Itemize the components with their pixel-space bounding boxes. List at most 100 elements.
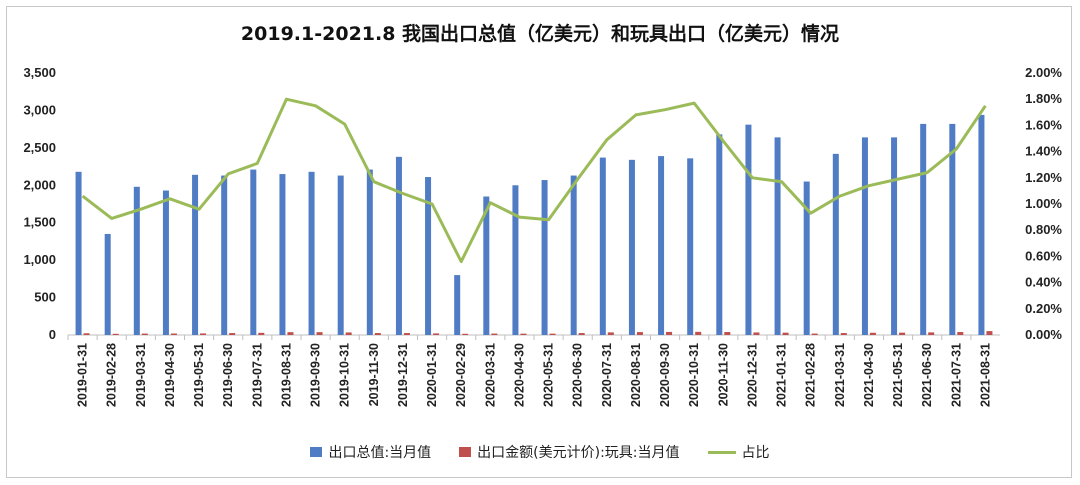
bar-total-exports <box>832 153 839 335</box>
legend-label-share: 占比 <box>741 445 770 461</box>
bar-toy-exports <box>287 332 294 335</box>
x-tick-label: 2020-04-30 <box>512 343 526 407</box>
y-right-tick-label: 0.00% <box>1025 327 1062 342</box>
bar-toy-exports <box>607 332 614 335</box>
line-share <box>81 97 987 264</box>
bar-toy-exports <box>112 333 119 335</box>
bar-total-exports <box>133 186 140 335</box>
legend-swatch-share <box>707 450 736 454</box>
y-left-tick-label: 2,000 <box>23 177 56 192</box>
bar-total-exports <box>716 134 723 335</box>
x-tick-label: 2021-01-31 <box>775 343 789 407</box>
bar-total-exports <box>395 156 402 335</box>
bar-total-exports <box>279 174 286 335</box>
bar-total-exports <box>425 177 432 335</box>
x-tick-label: 2019-10-31 <box>338 343 352 407</box>
x-tick-label: 2020-11-30 <box>716 343 730 406</box>
bar-total-exports <box>454 275 461 335</box>
bar-toy-exports <box>811 333 818 335</box>
y-left-tick-label: 500 <box>34 290 56 305</box>
x-tick-label: 2020-03-31 <box>483 343 497 407</box>
bar-toy-exports <box>462 333 469 335</box>
bar-total-exports <box>949 123 956 335</box>
x-tick-label: 2020-06-30 <box>571 343 585 407</box>
chart-title: 2019.1-2021.8 我国出口总值（亿美元）和玩具出口（亿美元）情况 <box>240 23 840 45</box>
y-right-tick-label: 2.00% <box>1025 65 1062 80</box>
bar-toy-exports <box>666 331 673 335</box>
x-tick-label: 2021-03-31 <box>833 343 847 407</box>
bar-total-exports <box>570 175 577 335</box>
bar-toy-exports <box>957 332 964 335</box>
bar-toy-exports <box>549 333 556 335</box>
bar-total-exports <box>512 185 519 335</box>
y-left-tick-label: 2,500 <box>23 140 56 155</box>
y-right-tick-label: 1.60% <box>1025 117 1062 132</box>
bar-toy-exports <box>695 331 702 335</box>
bar-total-exports <box>628 159 635 335</box>
x-tick-label: 2021-08-31 <box>978 343 992 407</box>
y-right-tick-label: 1.40% <box>1025 144 1062 159</box>
bar-toy-exports <box>840 333 847 335</box>
y-right-tick-label: 1.20% <box>1025 170 1062 185</box>
bar-total-exports <box>920 123 927 335</box>
legend-item-share: 占比 <box>707 442 770 462</box>
bar-toy-exports <box>753 332 760 335</box>
x-tick-label: 2019-03-31 <box>134 343 148 407</box>
x-tick-label: 2021-05-31 <box>891 343 905 407</box>
y-right-tick-label: 1.80% <box>1025 91 1062 106</box>
bar-toy-exports <box>433 333 440 335</box>
x-tick-label: 2021-04-30 <box>862 343 876 407</box>
y-left-tick-label: 1,000 <box>23 252 56 267</box>
bar-toy-exports <box>345 332 352 335</box>
bar-toy-exports <box>899 332 906 335</box>
bar-total-exports <box>192 174 199 335</box>
bar-total-exports <box>483 196 490 335</box>
bar-total-exports <box>337 175 344 335</box>
x-tick-label: 2019-04-30 <box>163 343 177 407</box>
y-left-tick-label: 0 <box>49 327 56 342</box>
x-tick-label: 2020-12-31 <box>745 343 759 407</box>
y-left-tick-label: 3,500 <box>23 65 56 80</box>
bar-toy-exports <box>170 333 177 335</box>
legend-label-toy-exports: 出口金额(美元计价):玩具:当月值 <box>477 445 680 461</box>
x-tick-label: 2021-07-31 <box>949 343 963 407</box>
x-tick-label: 2019-01-31 <box>76 343 90 407</box>
bar-toy-exports <box>928 332 935 335</box>
bar-total-exports <box>308 171 315 335</box>
bar-toy-exports <box>141 333 148 335</box>
x-tick-label: 2020-08-31 <box>629 343 643 407</box>
bar-toy-exports <box>986 331 993 335</box>
bar-toy-exports <box>869 332 876 335</box>
bar-toy-exports <box>200 333 207 335</box>
y-right-tick-label: 1.00% <box>1025 196 1062 211</box>
x-tick-label: 2020-10-31 <box>687 343 701 407</box>
x-tick-label: 2019-07-31 <box>250 343 264 407</box>
legend-item-toy-exports: 出口金额(美元计价):玩具:当月值 <box>459 442 680 462</box>
bar-total-exports <box>745 124 752 335</box>
bar-toy-exports <box>520 333 527 335</box>
x-tick-label: 2019-09-30 <box>309 343 323 407</box>
x-tick-label: 2021-06-30 <box>920 343 934 407</box>
x-tick-label: 2020-01-31 <box>425 343 439 407</box>
bar-total-exports <box>687 158 694 335</box>
y-right-tick-label: 0.20% <box>1025 301 1062 316</box>
bar-toy-exports <box>782 332 789 335</box>
x-tick-label: 2019-12-31 <box>396 343 410 407</box>
legend-swatch-toy-exports <box>459 447 472 457</box>
bar-total-exports <box>803 181 810 335</box>
y-right-tick-label: 0.80% <box>1025 222 1062 237</box>
x-tick-label: 2020-05-31 <box>542 343 556 407</box>
x-tick-label: 2019-02-28 <box>105 343 119 407</box>
bar-total-exports <box>366 169 373 335</box>
x-tick-label: 2020-07-31 <box>600 343 614 407</box>
y-right-tick-label: 0.40% <box>1025 275 1062 290</box>
chart-legend: 出口总值:当月值 出口金额(美元计价):玩具:当月值 占比 <box>0 442 1080 462</box>
x-tick-label: 2020-02-29 <box>454 343 468 407</box>
bar-total-exports <box>891 137 898 335</box>
y-left-tick-label: 1,500 <box>23 215 56 230</box>
bar-toy-exports <box>578 333 585 335</box>
x-tick-label: 2020-09-30 <box>658 343 672 407</box>
x-tick-label: 2019-11-30 <box>367 343 381 406</box>
bar-total-exports <box>75 171 82 335</box>
